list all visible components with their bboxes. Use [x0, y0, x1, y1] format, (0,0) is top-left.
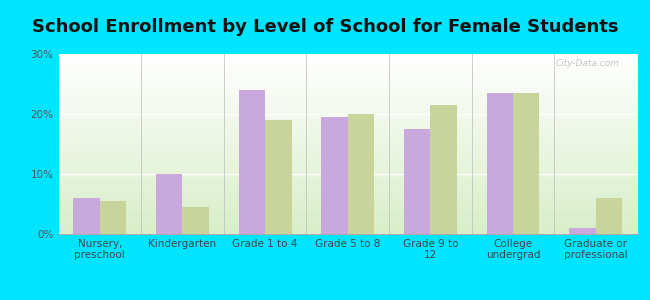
Bar — [513, 93, 540, 234]
Bar — [239, 90, 265, 234]
Bar — [569, 228, 595, 234]
Bar — [265, 120, 292, 234]
Bar — [487, 93, 513, 234]
Bar — [156, 174, 183, 234]
Bar — [404, 129, 430, 234]
Bar — [73, 198, 100, 234]
Bar — [100, 201, 126, 234]
Bar — [595, 198, 622, 234]
Text: City-Data.com: City-Data.com — [556, 59, 619, 68]
Bar — [348, 114, 374, 234]
Bar — [183, 207, 209, 234]
Text: School Enrollment by Level of School for Female Students: School Enrollment by Level of School for… — [32, 18, 618, 36]
Bar — [321, 117, 348, 234]
Bar — [430, 105, 457, 234]
